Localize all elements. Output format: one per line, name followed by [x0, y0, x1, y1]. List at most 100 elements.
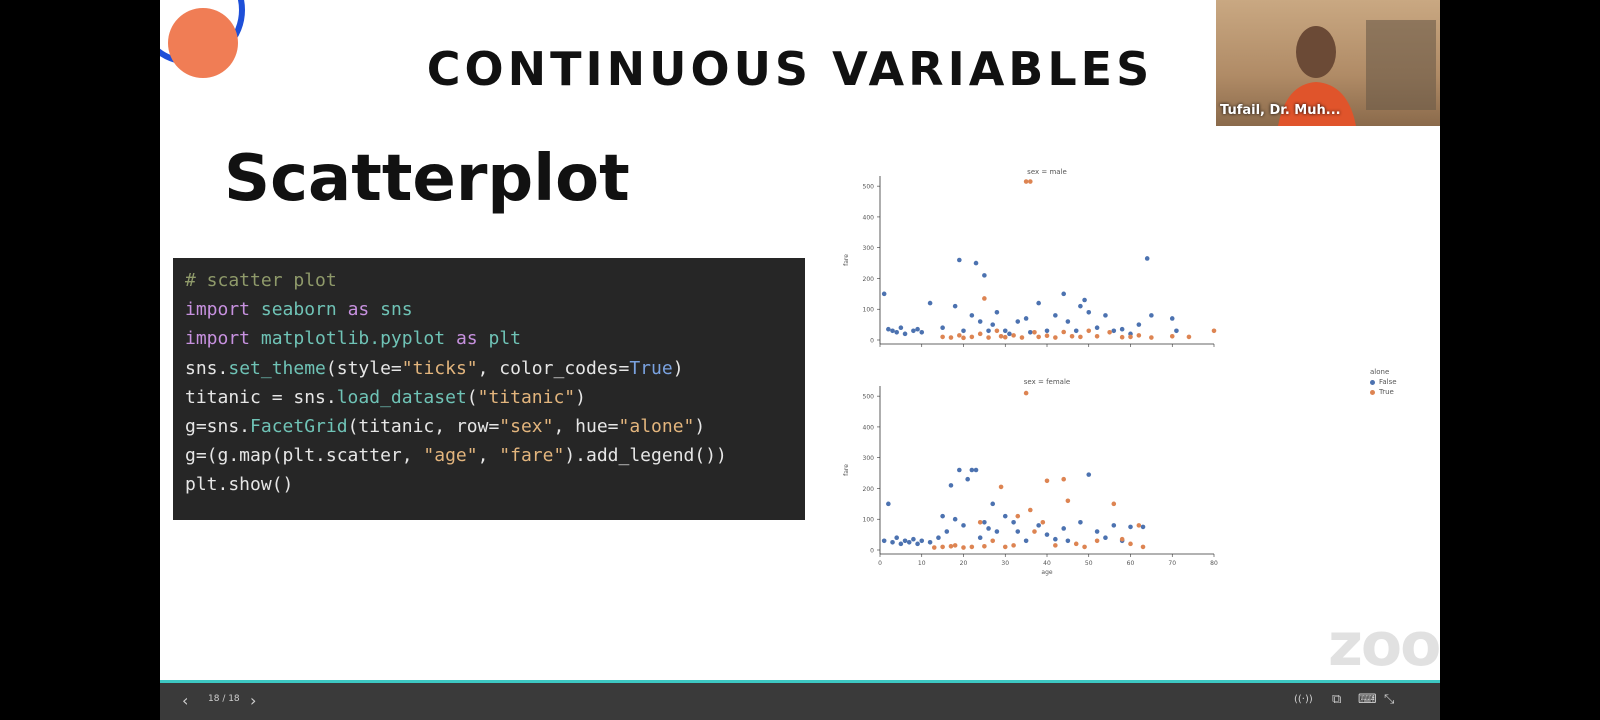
- data-point-alone-false: [1169, 316, 1175, 321]
- data-point-alone-false: [902, 538, 908, 544]
- x-tick-label: 40: [1043, 560, 1051, 567]
- code-text: g=(g.map(plt.scatter,: [185, 445, 424, 467]
- data-point-alone-true: [1086, 328, 1092, 334]
- data-point-alone-true: [1023, 390, 1029, 396]
- data-point-alone-false: [973, 260, 979, 266]
- data-point-alone-false: [915, 326, 920, 332]
- code-string: "sex": [499, 416, 554, 438]
- data-point-alone-false: [986, 328, 991, 334]
- data-point-alone-false: [1036, 300, 1041, 306]
- data-point-alone-true: [1186, 334, 1192, 340]
- data-point-alone-true: [1119, 536, 1125, 542]
- data-point-alone-false: [986, 526, 991, 531]
- code-keyword: as: [455, 328, 478, 350]
- data-point-alone-false: [919, 538, 925, 544]
- presentation-toolbar: ‹ 18 / 18 › ((·)) ⧉ ⌨ ⤡: [160, 680, 1440, 720]
- code-text: (titanic, row=: [347, 416, 500, 438]
- code-line-3: import matplotlib.pyplot as plt: [185, 324, 793, 353]
- data-point-alone-false: [886, 501, 891, 507]
- data-point-alone-false: [890, 328, 895, 334]
- previous-slide-icon[interactable]: ‹: [182, 691, 189, 710]
- data-point-alone-false: [990, 501, 996, 507]
- data-point-alone-true: [1094, 538, 1100, 544]
- data-point-alone-false: [948, 483, 954, 488]
- data-point-alone-false: [1023, 316, 1029, 321]
- data-point-alone-true: [969, 544, 975, 550]
- data-point-alone-false: [965, 476, 970, 482]
- code-text: ).add_legend()): [564, 445, 727, 467]
- audio-icon[interactable]: ((·)): [1294, 694, 1313, 705]
- data-point-alone-false: [927, 300, 933, 306]
- data-point-alone-true: [948, 335, 954, 340]
- y-tick-label: 500: [863, 394, 875, 401]
- code-string: "alone": [618, 416, 695, 438]
- data-point-alone-false: [898, 325, 904, 330]
- data-point-alone-false: [890, 540, 895, 545]
- data-point-alone-true: [1107, 330, 1112, 335]
- data-point-alone-false: [1082, 297, 1087, 303]
- data-point-alone-false: [957, 467, 962, 473]
- data-point-alone-false: [881, 291, 887, 297]
- data-point-alone-false: [1149, 313, 1154, 318]
- code-text: titanic = sns.: [185, 386, 337, 408]
- code-text: plt.show(): [185, 474, 294, 496]
- data-point-alone-false: [886, 326, 891, 332]
- data-point-alone-false: [1023, 538, 1029, 544]
- data-point-alone-true: [1061, 476, 1066, 482]
- data-point-alone-false: [1144, 256, 1150, 261]
- data-point-alone-false: [919, 330, 925, 335]
- data-point-alone-false: [1061, 291, 1066, 297]
- data-point-alone-false: [1002, 328, 1008, 334]
- data-point-alone-true: [1211, 328, 1217, 334]
- data-point-alone-false: [881, 538, 887, 544]
- next-slide-icon[interactable]: ›: [250, 691, 257, 710]
- data-point-alone-true: [940, 544, 945, 550]
- data-point-alone-false: [961, 328, 966, 334]
- code-text: ): [575, 386, 586, 408]
- code-comment: # scatter plot: [185, 270, 337, 291]
- data-point-alone-false: [961, 523, 966, 528]
- collapse-icon[interactable]: ⤡: [1384, 692, 1395, 707]
- legend-item-false: False: [1370, 378, 1397, 386]
- page-counter: 18 / 18: [208, 694, 240, 704]
- data-point-alone-false: [1086, 472, 1092, 477]
- data-point-alone-false: [1078, 520, 1083, 525]
- y-tick-label: 300: [863, 455, 875, 462]
- window-icon[interactable]: ⧉: [1332, 692, 1342, 707]
- x-axis-label: age: [1041, 569, 1052, 576]
- data-point-alone-false: [973, 467, 979, 473]
- y-tick-label: 0: [870, 338, 874, 345]
- data-point-alone-false: [952, 516, 958, 522]
- y-axis-label: fare: [843, 464, 850, 476]
- data-point-alone-false: [1094, 529, 1100, 534]
- keyboard-icon[interactable]: ⌨: [1358, 692, 1377, 707]
- data-point-alone-false: [1119, 326, 1125, 332]
- slide-subtitle: Scatterplot: [224, 142, 630, 216]
- legend-item-true: True: [1370, 388, 1397, 396]
- data-point-alone-true: [1040, 520, 1046, 525]
- y-tick-label: 500: [863, 184, 875, 191]
- participant-video-tile[interactable]: Tufail, Dr. Muh...: [1216, 0, 1440, 126]
- data-point-alone-false: [911, 536, 916, 542]
- data-point-alone-true: [1169, 334, 1175, 339]
- legend-label-false: False: [1379, 378, 1397, 386]
- code-alias: sns: [380, 299, 413, 321]
- data-point-alone-false: [1078, 303, 1083, 309]
- data-point-alone-false: [969, 467, 975, 473]
- code-text: g=sns.: [185, 416, 251, 438]
- data-point-alone-false: [1065, 538, 1071, 544]
- data-point-alone-true: [990, 538, 996, 544]
- data-point-alone-true: [1036, 334, 1041, 340]
- participant-silhouette: [1278, 20, 1436, 126]
- data-point-alone-true: [1073, 541, 1079, 547]
- data-point-alone-true: [1053, 335, 1058, 340]
- code-text: ): [672, 357, 684, 379]
- data-point-alone-false: [1094, 325, 1100, 330]
- data-point-alone-false: [906, 540, 912, 545]
- data-point-alone-true: [940, 334, 945, 340]
- legend-swatch-false: [1370, 379, 1375, 385]
- data-point-alone-true: [1019, 335, 1025, 340]
- code-function: load_dataset: [336, 386, 467, 408]
- y-tick-label: 300: [863, 245, 875, 252]
- code-keyword: import: [185, 328, 251, 350]
